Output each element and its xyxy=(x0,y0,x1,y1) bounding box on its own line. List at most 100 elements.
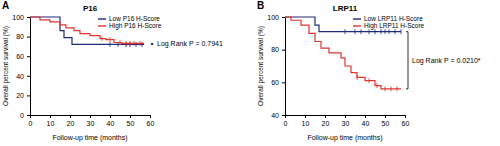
tick-mark xyxy=(305,115,306,118)
tick-label: 40 xyxy=(16,73,24,80)
tick-mark xyxy=(27,17,30,18)
censor-mark xyxy=(110,42,111,47)
censor-mark xyxy=(401,29,402,34)
tick-label: 60 xyxy=(16,53,24,60)
title: LRP11 xyxy=(333,4,358,13)
tick-mark xyxy=(282,82,285,83)
censor-mark xyxy=(381,29,382,34)
x-axis-title: Follow-up time (months) xyxy=(52,134,127,142)
tick-mark xyxy=(27,115,30,116)
tick-label: 0 xyxy=(20,112,24,119)
tick-label: 60 xyxy=(147,120,155,127)
censor-mark xyxy=(102,36,103,41)
tick-label: 10 xyxy=(302,120,310,127)
figure: AP160102030405060020406080100Follow-up t… xyxy=(0,0,500,146)
tick-label: 100 xyxy=(267,14,279,21)
tick-label: 80 xyxy=(16,33,24,40)
axis-line xyxy=(282,18,286,116)
censor-mark xyxy=(355,29,356,34)
censor-mark xyxy=(345,29,346,34)
censor-mark xyxy=(142,42,143,47)
tick: 100 xyxy=(12,14,30,21)
tick-mark xyxy=(282,17,285,18)
tick: 0 xyxy=(284,115,288,127)
censor-mark xyxy=(391,86,392,91)
tick: 60 xyxy=(16,53,30,60)
censor-mark xyxy=(120,40,121,45)
tick-mark xyxy=(385,115,386,118)
censor-mark xyxy=(357,75,358,80)
censor-mark xyxy=(375,29,376,34)
censor-mark xyxy=(369,78,370,83)
censor-mark xyxy=(385,86,386,91)
tick: 20 xyxy=(16,92,30,99)
tick-label: 0 xyxy=(29,120,33,127)
annotation: Log Rank P = 0.7941 xyxy=(157,40,223,48)
tick-label: 60 xyxy=(402,120,410,127)
censor-mark xyxy=(140,41,141,46)
censor-mark xyxy=(397,86,398,91)
censor-mark xyxy=(385,29,386,34)
tick-mark xyxy=(325,115,326,118)
tick-mark xyxy=(70,115,71,118)
tick-mark xyxy=(130,115,131,118)
tick: 30 xyxy=(87,115,95,127)
panel-label: A xyxy=(2,0,9,11)
tick: 50 xyxy=(127,115,135,127)
tick-mark xyxy=(50,115,51,118)
tick-label: 10 xyxy=(47,120,55,127)
axis-line xyxy=(286,116,406,119)
tick-label: 30 xyxy=(342,120,350,127)
tick-mark xyxy=(282,115,285,116)
tick-mark xyxy=(27,76,30,77)
tick: 30 xyxy=(342,115,350,127)
censor-mark xyxy=(389,29,390,34)
tick-label: 20 xyxy=(67,120,75,127)
censor-mark xyxy=(130,42,131,47)
legend: Low P16 H-ScoreHigh P16 H-Score xyxy=(98,15,162,30)
panel: AP160102030405060020406080100Follow-up t… xyxy=(2,0,223,142)
axis-line xyxy=(27,18,31,116)
tick-mark xyxy=(27,95,30,96)
y-axis-title: Overall percent survival (%) xyxy=(257,26,265,106)
censor-mark xyxy=(369,29,370,34)
tick-label: 60 xyxy=(271,79,279,86)
x-axis: 0102030405060 xyxy=(284,115,410,127)
tick: 80 xyxy=(271,46,285,53)
legend-swatch xyxy=(98,18,106,19)
censor-mark xyxy=(110,37,111,42)
tick-mark xyxy=(405,115,406,118)
censor-mark xyxy=(126,41,127,46)
censor-mark xyxy=(361,29,362,34)
legend-label: Low LRP11 H-Score xyxy=(364,15,423,22)
x-axis: 0 10 20 30 40 50 60 xyxy=(29,115,155,127)
tick: 60 xyxy=(271,79,285,86)
tick: 40 xyxy=(107,115,115,127)
legend-label: High LRP11 H-Score xyxy=(364,22,425,30)
tick-label: 40 xyxy=(362,120,370,127)
tick: 10 xyxy=(302,115,310,127)
tick: 40 xyxy=(271,112,285,119)
annotation: Log Rank P = 0.0210* xyxy=(412,57,481,65)
tick-mark xyxy=(90,115,91,118)
tick-mark xyxy=(282,50,285,51)
tick: 100 xyxy=(267,14,285,21)
tick-label: 40 xyxy=(271,112,279,119)
censor-mark xyxy=(130,41,131,46)
tick: 20 xyxy=(67,115,75,127)
tick-label: 100 xyxy=(12,14,24,21)
tick-mark xyxy=(150,115,151,118)
tick-mark xyxy=(27,37,30,38)
legend-swatch xyxy=(353,25,361,26)
censor-mark xyxy=(395,29,396,34)
tick-mark xyxy=(345,115,346,118)
tick-label: 80 xyxy=(271,46,279,53)
censor-mark xyxy=(136,42,137,47)
tick: 60 xyxy=(402,115,410,127)
y-axis: 0 20 40 60 80 100 xyxy=(12,14,30,119)
axis-line xyxy=(31,116,151,119)
x-axis-title: Follow-up time (months) xyxy=(307,134,382,142)
legend: Low LRP11 H-ScoreHigh LRP11 H-Score xyxy=(353,15,425,30)
bracket xyxy=(151,43,153,45)
legend-swatch xyxy=(98,25,106,26)
